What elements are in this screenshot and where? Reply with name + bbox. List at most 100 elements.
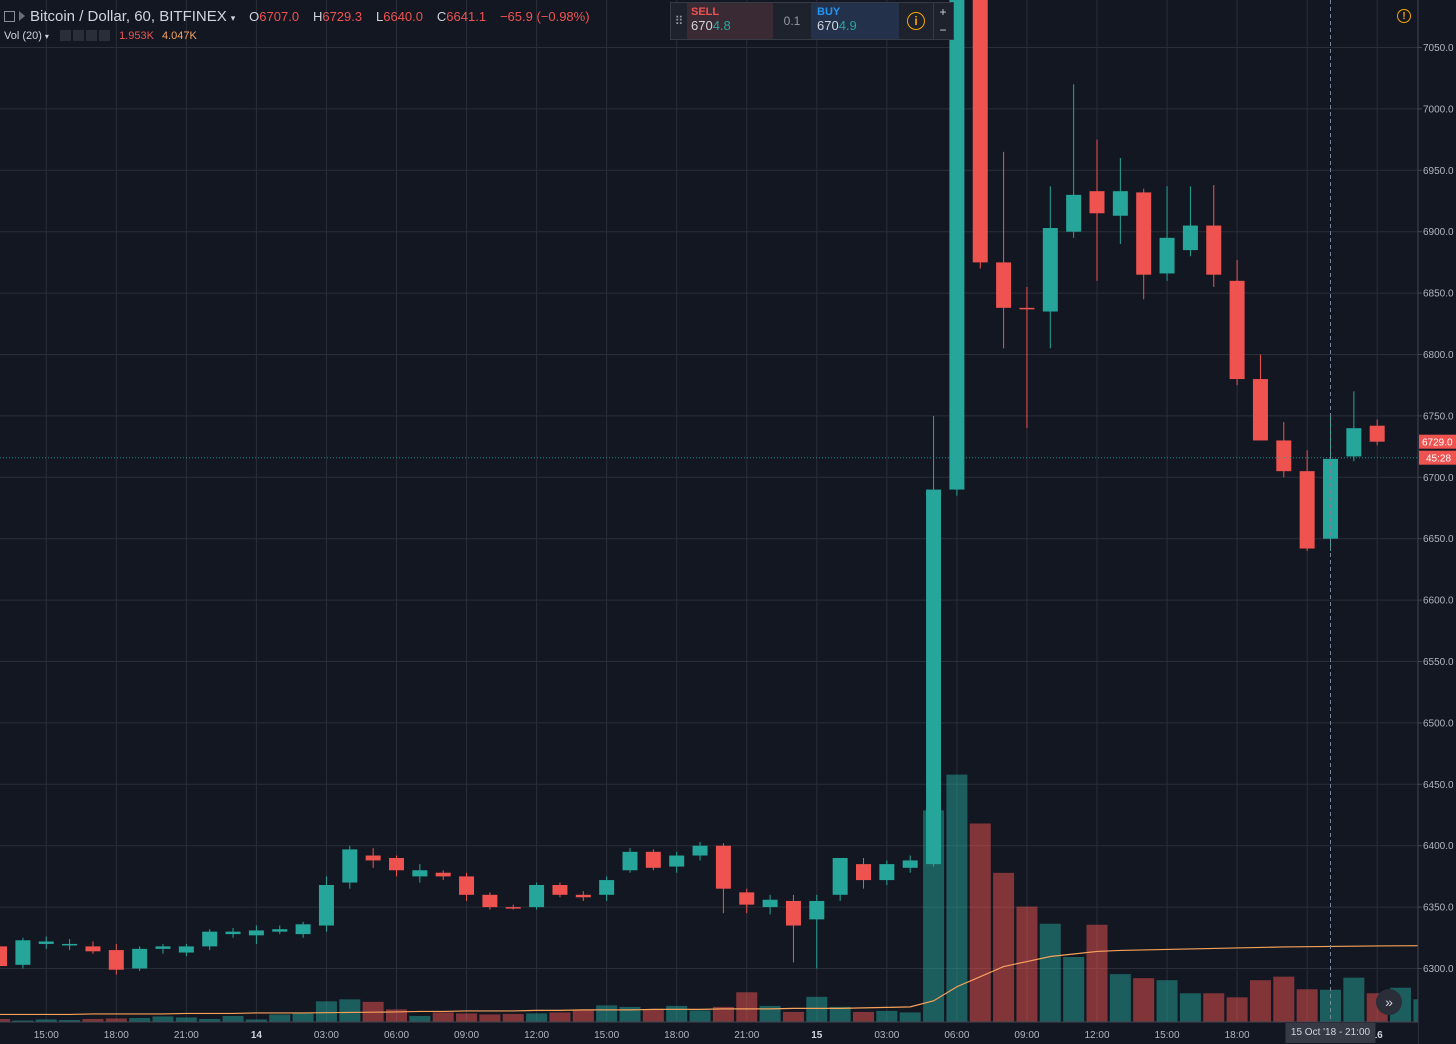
candle[interactable] bbox=[1066, 194, 1082, 232]
candle[interactable] bbox=[1252, 379, 1268, 441]
candle[interactable] bbox=[599, 880, 615, 895]
buy-label: BUY bbox=[817, 6, 841, 18]
time-tick-label: 15:00 bbox=[1155, 1030, 1180, 1041]
candle[interactable] bbox=[1019, 307, 1035, 310]
candle[interactable] bbox=[15, 940, 31, 965]
candle[interactable] bbox=[389, 857, 404, 871]
candle[interactable] bbox=[1089, 191, 1105, 214]
volume-bar bbox=[1343, 977, 1365, 1022]
candle[interactable] bbox=[225, 931, 241, 935]
candle[interactable] bbox=[435, 872, 451, 877]
price-tick-label: 6750.0 bbox=[1423, 411, 1454, 422]
volume-bar bbox=[1179, 993, 1201, 1022]
volume-bar bbox=[292, 1013, 314, 1022]
flag-icon[interactable] bbox=[19, 11, 25, 22]
candle[interactable] bbox=[1159, 237, 1175, 274]
volume-bar bbox=[549, 1012, 571, 1022]
candle[interactable] bbox=[739, 892, 755, 905]
candle[interactable] bbox=[856, 864, 871, 881]
warning-icon[interactable]: ! bbox=[1397, 9, 1411, 23]
time-axis[interactable] bbox=[0, 1022, 1418, 1044]
candle[interactable] bbox=[762, 899, 778, 908]
volume-bar bbox=[1156, 980, 1178, 1022]
candle[interactable] bbox=[622, 851, 638, 871]
candle[interactable] bbox=[1182, 225, 1198, 251]
info-button[interactable]: i bbox=[899, 3, 933, 39]
decrease-button[interactable]: − bbox=[939, 23, 947, 37]
candle[interactable] bbox=[412, 870, 428, 877]
remove-icon[interactable] bbox=[99, 29, 110, 41]
drag-handle-icon[interactable]: ⠿ bbox=[674, 14, 684, 28]
candle[interactable] bbox=[1042, 228, 1058, 312]
candle[interactable] bbox=[879, 864, 895, 881]
sell-button[interactable]: SELL 6704.8 bbox=[687, 3, 773, 39]
candle[interactable] bbox=[785, 900, 801, 926]
candle[interactable] bbox=[1206, 225, 1222, 275]
candle[interactable] bbox=[809, 900, 825, 920]
candle[interactable] bbox=[0, 946, 8, 967]
volume-legend: Vol (20) ▾ 1.953K 4.047K bbox=[4, 29, 197, 42]
volume-dropdown-icon[interactable]: ▾ bbox=[44, 32, 49, 41]
candle[interactable] bbox=[902, 860, 918, 868]
candle[interactable] bbox=[1112, 191, 1128, 216]
collapse-icon[interactable] bbox=[4, 10, 15, 22]
candle[interactable] bbox=[365, 855, 381, 861]
candle[interactable] bbox=[715, 845, 731, 889]
candle[interactable] bbox=[529, 884, 545, 908]
high-key: H bbox=[312, 9, 323, 24]
volume-bar bbox=[619, 1006, 641, 1022]
visibility-icon[interactable] bbox=[60, 29, 71, 41]
candle[interactable] bbox=[552, 884, 568, 895]
candle[interactable] bbox=[505, 907, 521, 909]
candle[interactable] bbox=[248, 930, 264, 936]
time-tick-label: 15:00 bbox=[594, 1030, 619, 1041]
close-key: C bbox=[436, 9, 447, 24]
volume-bar bbox=[946, 774, 968, 1022]
candle[interactable] bbox=[272, 929, 288, 932]
price-axis[interactable] bbox=[1418, 0, 1456, 1044]
volume-bar bbox=[339, 999, 361, 1022]
candle[interactable] bbox=[645, 851, 661, 868]
quantity-field[interactable]: 0.1 bbox=[783, 14, 801, 28]
candle[interactable] bbox=[692, 845, 708, 856]
candle[interactable] bbox=[1369, 425, 1385, 442]
candle[interactable] bbox=[132, 948, 148, 969]
candle[interactable] bbox=[1299, 471, 1315, 549]
change-value: −65.9 (−0.98%) bbox=[499, 9, 590, 24]
volume-bar bbox=[245, 1019, 267, 1022]
candle[interactable] bbox=[482, 894, 498, 908]
more-icon[interactable] bbox=[86, 29, 97, 41]
candle[interactable] bbox=[155, 946, 171, 949]
candle[interactable] bbox=[202, 931, 218, 947]
increase-button[interactable]: + bbox=[939, 5, 947, 19]
candle[interactable] bbox=[342, 849, 358, 883]
settings-icon[interactable] bbox=[73, 29, 84, 41]
candle[interactable] bbox=[295, 924, 311, 935]
buy-button[interactable]: BUY 6704.9 bbox=[811, 3, 899, 39]
candle[interactable] bbox=[669, 855, 685, 867]
candle[interactable] bbox=[972, 0, 988, 263]
candle[interactable] bbox=[575, 894, 591, 898]
scroll-right-icon[interactable]: » bbox=[1376, 989, 1402, 1015]
sell-price-main: 670 bbox=[691, 18, 713, 33]
volume-label[interactable]: Vol (20) bbox=[4, 30, 42, 42]
candle[interactable] bbox=[108, 950, 124, 970]
candle[interactable] bbox=[1229, 280, 1245, 380]
candle[interactable] bbox=[926, 489, 942, 865]
candle[interactable] bbox=[318, 884, 334, 926]
candle[interactable] bbox=[1276, 440, 1292, 472]
candle[interactable] bbox=[949, 0, 965, 490]
candle[interactable] bbox=[85, 946, 101, 952]
candle[interactable] bbox=[62, 943, 78, 946]
candle[interactable] bbox=[1136, 192, 1152, 275]
candle[interactable] bbox=[38, 941, 54, 944]
candle[interactable] bbox=[832, 857, 848, 895]
symbol-dropdown-icon[interactable]: ▾ bbox=[230, 13, 236, 23]
symbol-title[interactable]: Bitcoin / Dollar, 60, BITFINEX bbox=[30, 8, 227, 25]
price-tick-label: 6600.0 bbox=[1423, 596, 1454, 607]
candle[interactable] bbox=[996, 262, 1012, 308]
candle[interactable] bbox=[178, 946, 194, 953]
candle[interactable] bbox=[1346, 428, 1362, 457]
candle[interactable] bbox=[459, 876, 475, 895]
